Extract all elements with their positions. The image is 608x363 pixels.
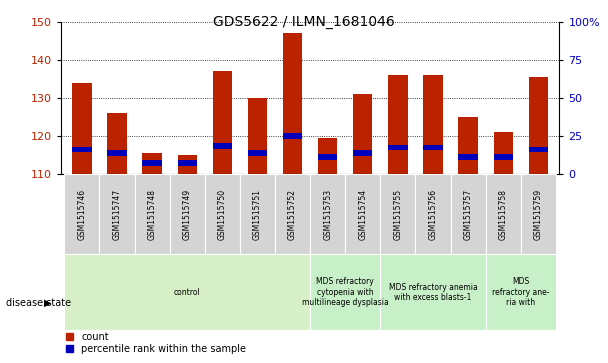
- Bar: [240, 174, 275, 254]
- Bar: [64, 254, 310, 330]
- Text: GSM1515754: GSM1515754: [358, 189, 367, 240]
- Bar: [494, 154, 513, 160]
- Text: GSM1515759: GSM1515759: [534, 189, 543, 240]
- Text: GSM1515757: GSM1515757: [463, 189, 472, 240]
- Bar: [528, 147, 548, 152]
- Text: GSM1515750: GSM1515750: [218, 189, 227, 240]
- Bar: [142, 160, 162, 166]
- Bar: [72, 83, 92, 174]
- Bar: [318, 138, 337, 174]
- Bar: [486, 174, 520, 254]
- Bar: [380, 254, 486, 330]
- Bar: [318, 154, 337, 160]
- Text: ▶: ▶: [44, 298, 52, 308]
- Bar: [415, 174, 451, 254]
- Bar: [275, 174, 310, 254]
- Text: disease state: disease state: [6, 298, 71, 308]
- Bar: [345, 174, 380, 254]
- Bar: [108, 150, 126, 156]
- Text: GDS5622 / ILMN_1681046: GDS5622 / ILMN_1681046: [213, 15, 395, 29]
- Text: GSM1515752: GSM1515752: [288, 189, 297, 240]
- Text: MDS
refractory ane-
ria with: MDS refractory ane- ria with: [492, 277, 550, 307]
- Text: GSM1515748: GSM1515748: [148, 189, 157, 240]
- Bar: [108, 113, 126, 174]
- Text: MDS refractory
cytopenia with
multilineage dysplasia: MDS refractory cytopenia with multilinea…: [302, 277, 389, 307]
- Bar: [134, 174, 170, 254]
- Bar: [213, 143, 232, 148]
- Bar: [494, 132, 513, 174]
- Bar: [170, 174, 205, 254]
- Text: GSM1515753: GSM1515753: [323, 189, 332, 240]
- Bar: [458, 117, 478, 174]
- Bar: [451, 174, 486, 254]
- Bar: [205, 174, 240, 254]
- Bar: [283, 133, 302, 139]
- Bar: [353, 150, 372, 156]
- Text: GSM1515746: GSM1515746: [77, 189, 86, 240]
- Text: GSM1515751: GSM1515751: [253, 189, 262, 240]
- Text: GSM1515755: GSM1515755: [393, 189, 402, 240]
- Bar: [100, 174, 134, 254]
- Bar: [247, 150, 267, 156]
- Bar: [380, 174, 415, 254]
- Text: control: control: [174, 288, 201, 297]
- Text: GSM1515758: GSM1515758: [499, 189, 508, 240]
- Bar: [283, 33, 302, 174]
- Bar: [72, 147, 92, 152]
- Bar: [353, 94, 372, 174]
- Bar: [423, 75, 443, 174]
- Bar: [423, 145, 443, 150]
- Bar: [64, 174, 100, 254]
- Text: MDS refractory anemia
with excess blasts-1: MDS refractory anemia with excess blasts…: [389, 282, 477, 302]
- Bar: [310, 254, 380, 330]
- Bar: [486, 254, 556, 330]
- Text: GSM1515747: GSM1515747: [112, 189, 122, 240]
- Bar: [178, 160, 197, 166]
- Bar: [142, 153, 162, 174]
- Bar: [213, 71, 232, 174]
- Text: GSM1515749: GSM1515749: [182, 189, 192, 240]
- Bar: [528, 77, 548, 174]
- Bar: [458, 154, 478, 160]
- Bar: [310, 174, 345, 254]
- Bar: [388, 145, 407, 150]
- Bar: [520, 174, 556, 254]
- Legend: count, percentile rank within the sample: count, percentile rank within the sample: [66, 332, 246, 354]
- Bar: [178, 155, 197, 174]
- Bar: [388, 75, 407, 174]
- Text: GSM1515756: GSM1515756: [429, 189, 438, 240]
- Bar: [247, 98, 267, 174]
